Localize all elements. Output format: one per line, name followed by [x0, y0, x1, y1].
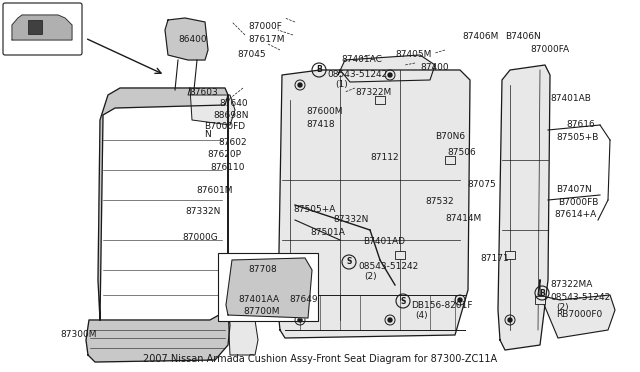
Polygon shape	[498, 65, 550, 350]
Text: B7407N: B7407N	[556, 185, 592, 194]
Bar	[218, 253, 318, 321]
Text: B: B	[316, 65, 322, 74]
Text: N: N	[204, 130, 211, 139]
Bar	[445, 156, 455, 164]
Text: 87601M: 87601M	[196, 186, 232, 195]
Text: 876110: 876110	[210, 163, 244, 172]
Polygon shape	[98, 88, 228, 320]
Polygon shape	[278, 70, 470, 338]
Polygon shape	[226, 258, 312, 318]
Text: B70N6: B70N6	[435, 132, 465, 141]
Polygon shape	[86, 310, 230, 362]
Text: (1): (1)	[335, 80, 348, 89]
Text: B7401AD: B7401AD	[363, 237, 405, 246]
Text: 87000FA: 87000FA	[530, 45, 569, 54]
Text: 87401AB: 87401AB	[550, 94, 591, 103]
Text: 87505+B: 87505+B	[556, 133, 598, 142]
FancyBboxPatch shape	[3, 3, 82, 55]
Text: 88698N: 88698N	[213, 111, 248, 120]
Text: 87405M: 87405M	[395, 50, 431, 59]
Text: (4): (4)	[415, 311, 428, 320]
Text: B7000FB: B7000FB	[558, 198, 598, 207]
Text: 87708: 87708	[248, 265, 276, 274]
Circle shape	[298, 83, 302, 87]
Text: 08543-51242: 08543-51242	[327, 70, 387, 79]
Bar	[535, 296, 545, 304]
Bar	[28, 20, 42, 34]
Text: 87620P: 87620P	[207, 150, 241, 159]
Text: S: S	[400, 296, 406, 305]
Text: B7406N: B7406N	[505, 32, 541, 41]
Text: 87414M: 87414M	[445, 214, 481, 223]
Bar	[395, 251, 405, 259]
Circle shape	[388, 318, 392, 322]
Text: 87614+A: 87614+A	[554, 210, 596, 219]
Text: 86400: 86400	[178, 35, 207, 44]
Text: 87171: 87171	[480, 254, 509, 263]
Text: 87649: 87649	[289, 295, 317, 304]
Text: (2): (2)	[364, 272, 376, 281]
Text: 87617M: 87617M	[248, 35, 285, 44]
Text: 87075: 87075	[467, 180, 496, 189]
Text: 87406M: 87406M	[462, 32, 499, 41]
Text: 87401AA: 87401AA	[238, 295, 279, 304]
Text: 87400: 87400	[420, 63, 449, 72]
Text: 87602: 87602	[218, 138, 246, 147]
Text: 87600M: 87600M	[306, 107, 342, 116]
Text: 08543-51242: 08543-51242	[358, 262, 419, 271]
Text: RB7000F0: RB7000F0	[556, 310, 602, 319]
Polygon shape	[165, 18, 208, 60]
Text: 87505+A: 87505+A	[293, 205, 335, 214]
Text: 87532: 87532	[425, 197, 454, 206]
Text: 08543-51242: 08543-51242	[550, 293, 611, 302]
Text: 87322MA: 87322MA	[550, 280, 593, 289]
Circle shape	[458, 298, 462, 302]
Text: B: B	[539, 289, 545, 298]
Polygon shape	[12, 15, 72, 40]
Circle shape	[508, 318, 512, 322]
Polygon shape	[338, 55, 435, 82]
Bar	[505, 251, 515, 259]
Text: (2): (2)	[556, 303, 568, 312]
Text: 87506: 87506	[447, 148, 476, 157]
Polygon shape	[538, 280, 615, 338]
Text: 2007 Nissan Armada Cushion Assy-Front Seat Diagram for 87300-ZC11A: 2007 Nissan Armada Cushion Assy-Front Se…	[143, 354, 497, 364]
Text: 87501A: 87501A	[310, 228, 345, 237]
Bar	[375, 96, 385, 104]
Text: 87700M: 87700M	[243, 307, 280, 316]
Text: 87000G: 87000G	[182, 233, 218, 242]
Text: 87640: 87640	[219, 99, 248, 108]
Circle shape	[388, 73, 392, 77]
Text: 87603: 87603	[189, 88, 218, 97]
Text: 87332N: 87332N	[185, 207, 220, 216]
Text: 87332N: 87332N	[333, 215, 369, 224]
Text: 87418: 87418	[306, 120, 335, 129]
Text: 87045: 87045	[237, 50, 266, 59]
Text: 87000F: 87000F	[248, 22, 282, 31]
Text: 87401AC: 87401AC	[341, 55, 382, 64]
Text: S: S	[346, 257, 352, 266]
Text: 87616: 87616	[566, 120, 595, 129]
Text: 87322M: 87322M	[355, 88, 391, 97]
Text: DB156-8201F: DB156-8201F	[411, 301, 472, 310]
Text: B7000FD: B7000FD	[204, 122, 245, 131]
Polygon shape	[188, 88, 235, 125]
Text: 87300M: 87300M	[60, 330, 97, 339]
Circle shape	[298, 318, 302, 322]
Polygon shape	[228, 95, 258, 355]
Text: 87112: 87112	[370, 153, 399, 162]
